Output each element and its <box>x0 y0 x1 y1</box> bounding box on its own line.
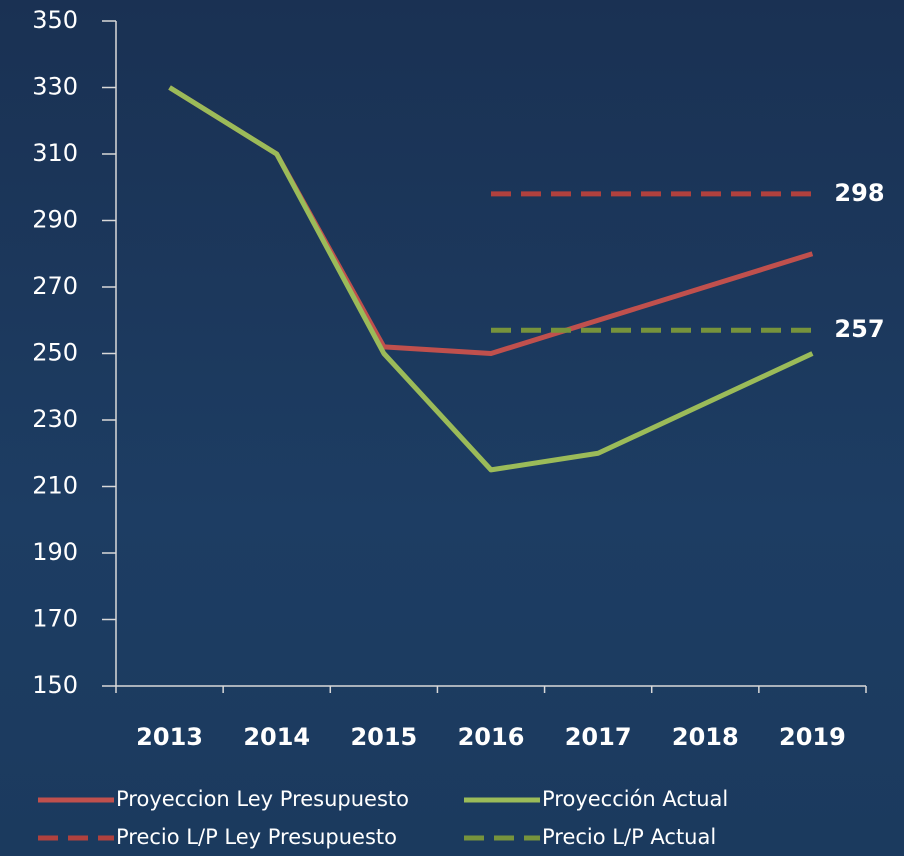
y-tick-label: 190 <box>32 538 78 566</box>
legend-label: Precio L/P Actual <box>542 825 716 849</box>
legend-label: Proyección Actual <box>542 787 728 811</box>
x-tick-label: 2014 <box>243 723 310 751</box>
series-line <box>168 85 814 473</box>
x-tick-label: 2016 <box>458 723 525 751</box>
legend-label: Precio L/P Ley Presupuesto <box>116 825 397 849</box>
y-tick-label: 310 <box>32 139 78 167</box>
y-tick-label: 230 <box>32 405 78 433</box>
data-label: 298 <box>834 179 884 207</box>
x-tick-label: 2015 <box>350 723 417 751</box>
y-tick-label: 270 <box>32 272 78 300</box>
y-tick-label: 170 <box>32 605 78 633</box>
x-tick-label: 2018 <box>672 723 739 751</box>
x-tick-label: 2019 <box>779 723 846 751</box>
y-tick-label: 350 <box>32 6 78 34</box>
y-tick-label: 250 <box>32 339 78 367</box>
y-tick-label: 330 <box>32 73 78 101</box>
y-tick-label: 290 <box>32 206 78 234</box>
data-label: 257 <box>834 315 884 343</box>
x-tick-label: 2013 <box>136 723 203 751</box>
y-tick-label: 150 <box>32 671 78 699</box>
x-tick-label: 2017 <box>565 723 632 751</box>
legend-label: Proyeccion Ley Presupuesto <box>116 787 409 811</box>
y-tick-label: 210 <box>32 472 78 500</box>
